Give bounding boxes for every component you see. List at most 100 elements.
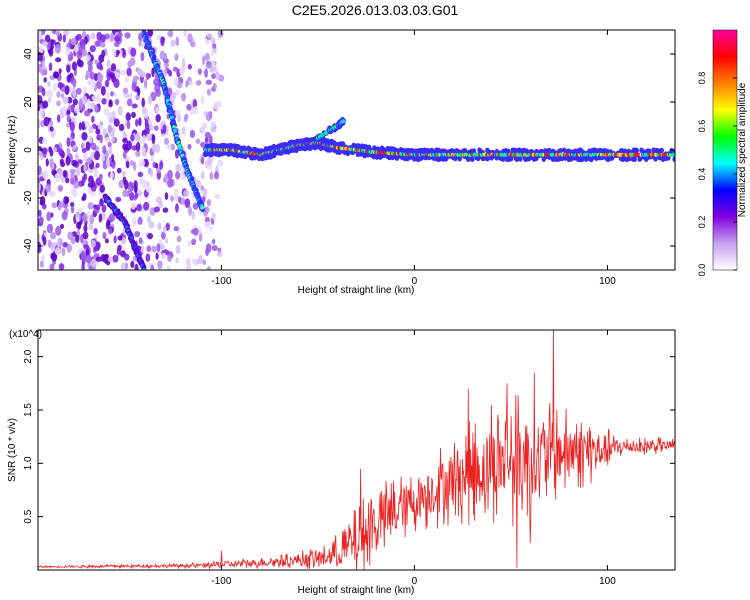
noise-cell bbox=[197, 226, 202, 235]
noise-cell bbox=[140, 52, 145, 62]
trace-outer bbox=[634, 148, 639, 154]
noise-cell bbox=[51, 169, 57, 176]
noise-cell bbox=[75, 87, 82, 95]
noise-cell bbox=[137, 216, 143, 226]
noise-cell bbox=[109, 172, 115, 179]
noise-cell bbox=[175, 163, 182, 173]
noise-cell bbox=[82, 231, 89, 240]
noise-cell bbox=[111, 133, 115, 143]
noise-cell bbox=[122, 137, 128, 143]
trace-core bbox=[200, 205, 205, 210]
noise-cell bbox=[38, 246, 42, 254]
noise-cell bbox=[49, 126, 54, 132]
noise-cell bbox=[87, 79, 93, 86]
noise-cell bbox=[66, 243, 72, 253]
noise-cell bbox=[124, 76, 130, 83]
noise-cell bbox=[111, 163, 116, 169]
noise-cell bbox=[56, 114, 61, 123]
noise-cell bbox=[98, 54, 105, 63]
noise-cell bbox=[146, 215, 152, 224]
noise-cell bbox=[116, 167, 122, 174]
noise-cell bbox=[204, 52, 210, 62]
noise-cell bbox=[88, 223, 94, 231]
noise-cell bbox=[93, 73, 99, 81]
noise-cell bbox=[82, 152, 88, 162]
noise-cell bbox=[100, 42, 106, 48]
noise-cell bbox=[206, 156, 212, 166]
noise-cell bbox=[54, 44, 62, 54]
noise-cell bbox=[81, 195, 86, 202]
noise-cell bbox=[147, 232, 154, 240]
noise-cell bbox=[59, 223, 65, 229]
noise-cell bbox=[164, 137, 170, 146]
noise-cell bbox=[93, 168, 99, 178]
noise-cell bbox=[200, 95, 205, 105]
noise-cell bbox=[136, 88, 141, 96]
noise-cell bbox=[181, 126, 186, 136]
noise-cell bbox=[114, 72, 120, 78]
noise-cell bbox=[135, 132, 141, 142]
noise-cell bbox=[51, 30, 57, 35]
noise-cell bbox=[205, 79, 213, 85]
noise-cell bbox=[113, 78, 120, 89]
noise-cell bbox=[126, 67, 132, 77]
noise-cell bbox=[190, 41, 196, 48]
colorbar-tick-label: 0.4 bbox=[697, 168, 707, 181]
noise-cell bbox=[42, 138, 48, 145]
noise-cell bbox=[86, 157, 93, 165]
noise-cell bbox=[102, 232, 107, 240]
noise-cell bbox=[198, 254, 203, 265]
trace-outer bbox=[462, 148, 468, 154]
y-tick-label: 1.0 bbox=[23, 456, 34, 470]
noise-cell bbox=[90, 258, 97, 268]
noise-cell bbox=[73, 106, 81, 114]
noise-cell bbox=[82, 86, 87, 95]
noise-cell bbox=[61, 105, 68, 115]
noise-cell bbox=[204, 136, 209, 144]
noise-cell bbox=[176, 235, 182, 243]
noise-cell bbox=[156, 167, 162, 174]
noise-cell bbox=[95, 129, 101, 135]
noise-cell bbox=[44, 34, 51, 43]
noise-cell bbox=[191, 258, 197, 265]
noise-cell bbox=[141, 106, 147, 116]
noise-cell bbox=[99, 184, 106, 193]
noise-cell bbox=[64, 85, 70, 96]
noise-cell bbox=[38, 52, 43, 62]
noise-cell bbox=[62, 241, 69, 248]
noise-cell bbox=[88, 125, 94, 134]
noise-cell bbox=[210, 126, 217, 133]
noise-cell bbox=[43, 116, 50, 127]
noise-cell bbox=[175, 89, 181, 96]
noise-cell bbox=[85, 141, 91, 151]
snr-y-label: SNR (10 * v/v) bbox=[7, 418, 18, 482]
noise-cell bbox=[65, 177, 70, 184]
noise-cell bbox=[198, 232, 203, 242]
noise-cell bbox=[121, 236, 127, 245]
noise-cell bbox=[84, 54, 91, 62]
noise-cell bbox=[149, 169, 154, 178]
spectrogram-x-axis: -100 0 100 bbox=[211, 30, 616, 287]
noise-cell bbox=[146, 245, 152, 253]
colorbar-tick-label: 0.0 bbox=[697, 264, 707, 277]
y-tick-label: 20 bbox=[23, 96, 34, 108]
noise-cell bbox=[109, 72, 115, 79]
noise-cell bbox=[216, 251, 223, 257]
noise-cell bbox=[185, 258, 191, 266]
noise-cell bbox=[118, 179, 124, 189]
noise-cell bbox=[214, 171, 220, 180]
noise-cell bbox=[175, 36, 180, 47]
noise-cell bbox=[156, 243, 161, 253]
noise-cell bbox=[145, 253, 151, 262]
noise-cell bbox=[38, 216, 44, 223]
noise-cell bbox=[99, 64, 104, 71]
noise-cell bbox=[151, 143, 156, 153]
snr-y-axis: 0.5 1.0 1.5 2.0 bbox=[23, 349, 675, 524]
noise-cell bbox=[70, 201, 75, 208]
noise-cell bbox=[130, 202, 136, 210]
noise-cell bbox=[153, 206, 161, 213]
noise-cell bbox=[195, 179, 202, 188]
noise-cell bbox=[58, 263, 65, 270]
noise-cell bbox=[167, 178, 174, 188]
x-tick-label: 100 bbox=[599, 576, 616, 587]
